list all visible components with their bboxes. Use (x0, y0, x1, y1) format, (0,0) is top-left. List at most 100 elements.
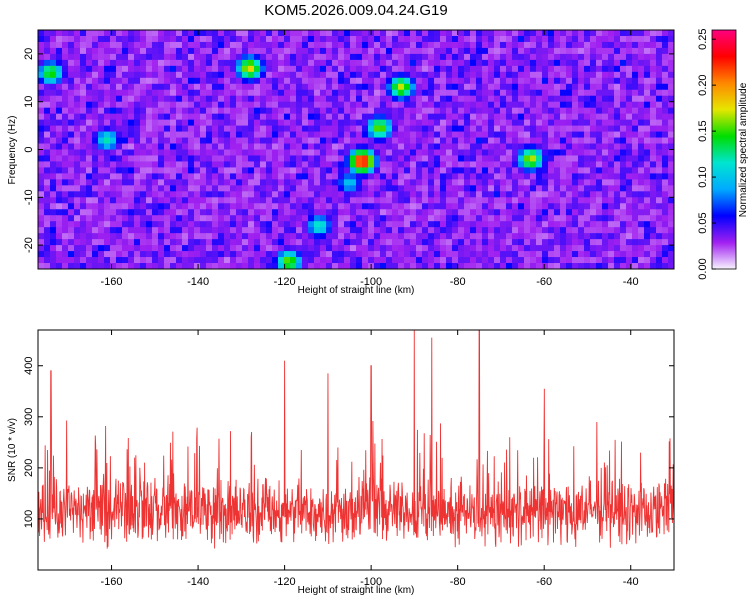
heatmap-cell (254, 101, 261, 109)
heatmap-cell (440, 30, 447, 37)
heatmap-cell (98, 239, 105, 246)
heatmap-cell (320, 83, 327, 91)
heatmap-cell (152, 251, 159, 258)
heatmap-cell (194, 65, 201, 73)
heatmap-cell (476, 233, 483, 240)
heatmap-cell (44, 203, 51, 210)
heatmap-cell (554, 179, 561, 186)
heatmap-cell (572, 95, 579, 103)
heatmap-cell (494, 173, 501, 180)
heatmap-cell (512, 149, 519, 156)
heatmap-cell (332, 239, 339, 246)
heatmap-cell (50, 155, 57, 162)
heatmap-cell (182, 143, 189, 150)
heatmap-cell (428, 209, 435, 216)
heatmap-cell (350, 89, 357, 97)
heatmap-cell (254, 113, 261, 121)
heatmap-cell (662, 71, 669, 79)
heatmap-cell (572, 203, 579, 210)
heatmap-cell (332, 30, 339, 37)
heatmap-cell (476, 107, 483, 115)
heatmap-cell (344, 215, 351, 222)
heatmap-cell (92, 239, 99, 246)
heatmap-cell (446, 131, 453, 138)
heatmap-cell (296, 257, 303, 264)
heatmap-cell (230, 95, 237, 103)
heatmap-cell (452, 59, 459, 67)
heatmap-cell (482, 83, 489, 91)
heatmap-cell (380, 30, 387, 37)
heatmap-cell (170, 251, 177, 258)
heatmap-cell (446, 197, 453, 204)
heatmap-cell (338, 95, 345, 103)
heatmap-cell (296, 179, 303, 186)
heatmap-cell (668, 95, 674, 103)
heatmap-cell (512, 191, 519, 198)
heatmap-cell (632, 47, 639, 55)
heatmap-cell (68, 59, 75, 67)
heatmap-cell (422, 83, 429, 91)
heatmap-cell (368, 185, 375, 192)
heatmap-cell (488, 191, 495, 198)
heatmap-cell (140, 41, 147, 49)
heatmap-cell (422, 233, 429, 240)
heatmap-cell (626, 137, 633, 144)
heatmap-cell (446, 185, 453, 192)
heatmap-cell (500, 41, 507, 49)
heatmap-cell (74, 35, 81, 43)
heatmap-cell (458, 191, 465, 198)
heatmap-cell (116, 149, 123, 156)
heatmap-cell (584, 221, 591, 228)
heatmap-cell (182, 179, 189, 186)
heatmap-cell (62, 83, 69, 91)
heatmap-cell (152, 149, 159, 156)
heatmap-cell (380, 35, 387, 43)
heatmap-cell (200, 239, 207, 246)
heatmap-cell (488, 47, 495, 55)
heatmap-cell (434, 149, 441, 156)
heatmap-cell (500, 113, 507, 121)
heatmap-cell (266, 257, 273, 264)
heatmap-cell (350, 155, 357, 162)
heatmap-cell (284, 47, 291, 55)
heatmap-cell (176, 263, 183, 269)
heatmap-cell (356, 227, 363, 234)
heatmap-cell (572, 239, 579, 246)
heatmap-cell (506, 30, 513, 37)
heatmap-cell (554, 245, 561, 252)
heatmap-cell (38, 41, 45, 49)
heatmap-cell (146, 89, 153, 97)
heatmap-cell (170, 191, 177, 198)
heatmap-cell (218, 89, 225, 97)
heatmap-cell (44, 197, 51, 204)
heatmap-cell (608, 167, 615, 174)
heatmap-cell (80, 221, 87, 228)
heatmap-cell (278, 101, 285, 109)
heatmap-cell (422, 131, 429, 138)
heatmap-cell (74, 41, 81, 49)
heatmap-cell (662, 41, 669, 49)
heatmap-cell (662, 263, 669, 269)
heatmap-cell (584, 251, 591, 258)
heatmap-cell (584, 191, 591, 198)
heatmap-cell (620, 245, 627, 252)
heatmap-cell (392, 221, 399, 228)
heatmap-cell (662, 251, 669, 258)
heatmap-cell (80, 233, 87, 240)
heatmap-cell (278, 113, 285, 121)
heatmap-cell (296, 143, 303, 150)
heatmap-cell (212, 89, 219, 97)
heatmap-cell (176, 161, 183, 168)
heatmap-cell (86, 191, 93, 198)
heatmap-cell (152, 119, 159, 127)
heatmap-cell (290, 215, 297, 222)
heatmap-cell (134, 143, 141, 150)
heatmap-cell (200, 191, 207, 198)
heatmap-cell (500, 245, 507, 252)
heatmap-cell (128, 53, 135, 61)
heatmap-cell (518, 245, 525, 252)
heatmap-cell (578, 167, 585, 174)
heatmap-cell (572, 209, 579, 216)
heatmap-cell (212, 227, 219, 234)
heatmap-cell (572, 65, 579, 73)
